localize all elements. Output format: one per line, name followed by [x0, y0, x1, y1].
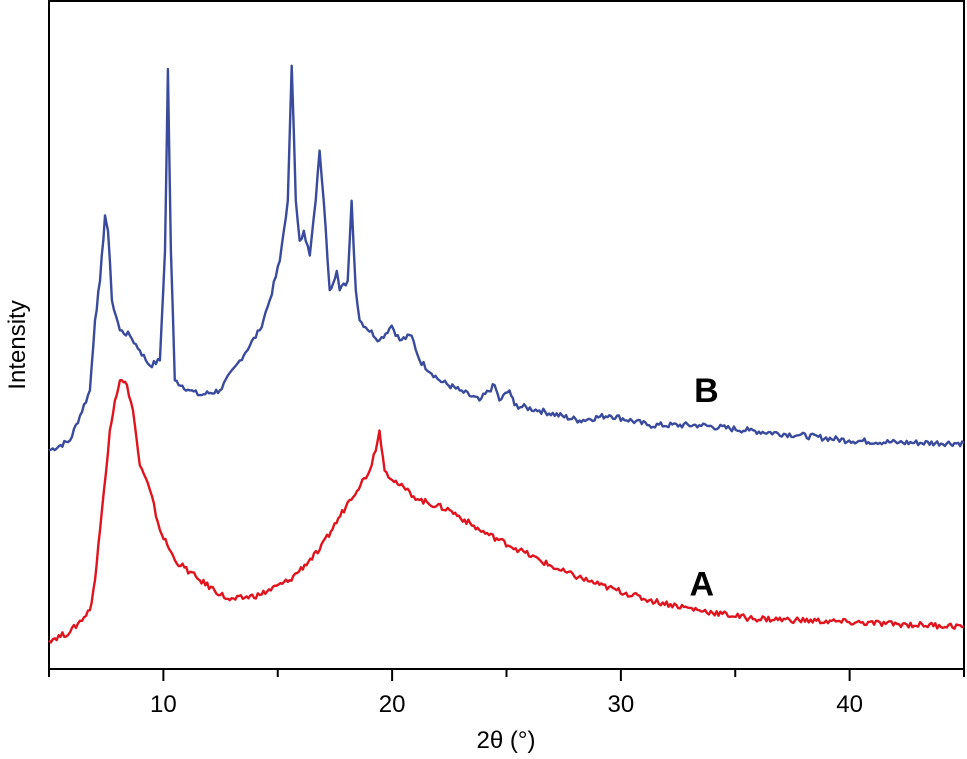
x-tick-label: 30 — [608, 691, 635, 718]
series-label-A: A — [690, 566, 715, 604]
series-label-B: B — [694, 372, 719, 410]
x-tick-label: 20 — [379, 691, 406, 718]
series-line-A — [48, 378, 965, 644]
series-line-B — [48, 64, 965, 452]
x-axis-label: 2θ (°) — [477, 727, 536, 754]
x-tick-label: 10 — [150, 691, 177, 718]
x-tick-label: 40 — [836, 691, 863, 718]
y-axis-label: Intensity — [4, 300, 31, 389]
